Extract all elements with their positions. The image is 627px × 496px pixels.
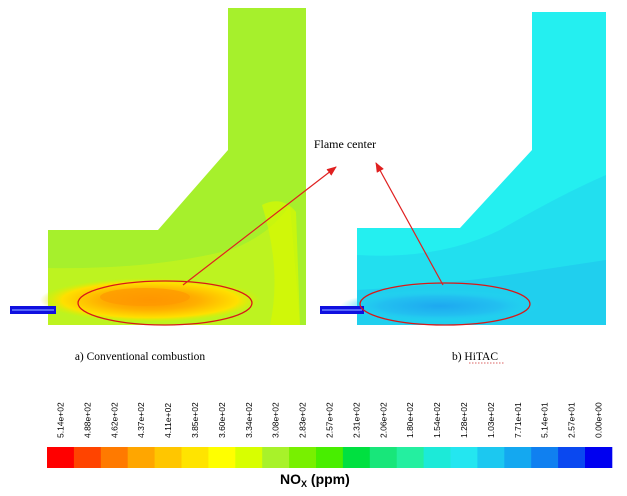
caption-conventional: a) Conventional combustion (75, 351, 206, 363)
colorbar-tick-label: 0.00e+00 (593, 402, 603, 438)
colorbar-tick-label: 2.57e+02 (324, 402, 334, 438)
colorbar-tick-label: 3.34e+02 (244, 402, 254, 438)
annotation-label: Flame center (314, 137, 376, 151)
colorbar-cell (47, 447, 75, 468)
colorbar-tick-label: 2.83e+02 (298, 402, 308, 438)
flame-center-outline-hitac (359, 282, 531, 326)
caption-hitac: b) HiTAC (452, 351, 498, 363)
colorbar-tick-label: 4.62e+02 (109, 402, 119, 438)
colorbar-cell (342, 447, 371, 468)
colorbar-cell (585, 447, 613, 468)
flame-center-outline-conventional (77, 280, 253, 326)
contour-region-conventional-wall (262, 201, 300, 325)
hot-zone-core-conventional (100, 288, 190, 306)
colorbar-title-unit: (ppm) (307, 471, 350, 487)
arrow-hitac (375, 162, 444, 286)
colorbar-ticks: 5.14e+02 4.88e+02 4.62e+02 4.37e+02 4.11e+02… (55, 402, 603, 438)
colorbar-cell (396, 447, 424, 468)
colorbar-cell (289, 447, 317, 468)
colorbar-title: NOX (ppm) (280, 471, 350, 489)
colorbar-tick-label: 2.06e+02 (378, 402, 388, 438)
panel-hitac (320, 12, 606, 326)
panel-conventional (10, 8, 306, 326)
colorbar-cell (262, 447, 290, 468)
colorbar-tick-label: 4.88e+02 (82, 402, 92, 438)
colorbar-cell (477, 447, 505, 468)
colorbar-title-main: NO (280, 471, 301, 487)
colorbar (47, 447, 613, 468)
colorbar-tick-label: 2.57e+01 (567, 402, 577, 438)
colorbar-cell (531, 447, 559, 468)
colorbar-cell (369, 447, 398, 468)
colorbar-tick-label: 4.37e+02 (136, 402, 146, 438)
colorbar-tick-label: 5.14e+02 (55, 402, 65, 438)
colorbar-tick-label: 1.03e+02 (486, 402, 496, 438)
arrow-conventional (182, 166, 337, 286)
colorbar-tick-label: 3.85e+02 (190, 402, 200, 438)
colorbar-cell (154, 447, 182, 468)
colorbar-tick-label: 4.11e+02 (163, 403, 173, 438)
colorbar-tick-label: 3.08e+02 (271, 402, 281, 438)
colorbar-cell (181, 447, 209, 468)
colorbar-cell (73, 447, 102, 468)
colorbar-tick-label: 1.28e+02 (459, 402, 469, 438)
colorbar-cell (208, 447, 236, 468)
colorbar-title-subscript: X (301, 479, 307, 489)
colorbar-cell (450, 447, 478, 468)
colorbar-tick-label: 7.71e+01 (513, 402, 523, 438)
colorbar-tick-label: 5.14e+01 (540, 402, 550, 438)
colorbar-cell (504, 447, 532, 468)
colorbar-tick-label: 1.80e+02 (405, 402, 415, 438)
colorbar-cell (558, 447, 586, 468)
colorbar-tick-label: 3.60e+02 (217, 402, 227, 438)
colorbar-cell (100, 447, 129, 468)
colorbar-cell (235, 447, 263, 468)
colorbar-tick-label: 2.31e+02 (351, 402, 361, 438)
colorbar-cell (423, 447, 451, 468)
colorbar-cell (127, 447, 155, 468)
cool-zone-hitac (340, 290, 540, 322)
colorbar-tick-label: 1.54e+02 (432, 402, 442, 438)
colorbar-cell (316, 447, 344, 468)
